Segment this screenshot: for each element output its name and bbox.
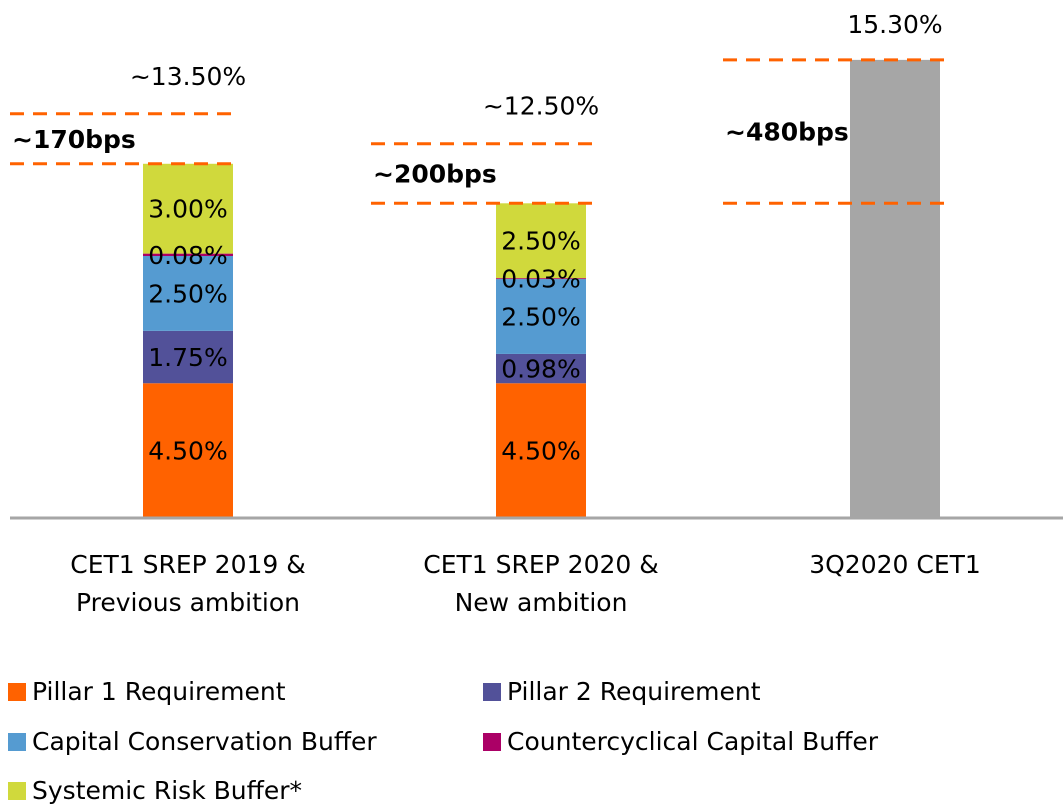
target-label: ~13.50% xyxy=(130,62,246,91)
legend-swatch xyxy=(8,782,26,800)
value-label: 2.50% xyxy=(501,227,580,256)
bar-segment xyxy=(496,279,586,354)
target-label: ~12.50% xyxy=(483,92,599,121)
legend-label: Pillar 1 Requirement xyxy=(32,677,286,706)
legend-swatch xyxy=(8,733,26,751)
bar-segment xyxy=(143,330,233,384)
legend-label: Systemic Risk Buffer* xyxy=(32,776,302,805)
x-tick-label: Previous ambition xyxy=(76,588,300,617)
legend-label: Countercyclical Capital Buffer xyxy=(507,727,879,756)
gap-label: ~480bps xyxy=(725,118,849,147)
value-label: 0.03% xyxy=(501,265,580,294)
x-tick-label: 3Q2020 CET1 xyxy=(809,550,981,579)
bar-segment xyxy=(143,253,233,257)
bar-segment xyxy=(496,278,586,280)
value-label: 0.98% xyxy=(501,355,580,384)
bar-segment xyxy=(143,383,233,518)
x-tick-label: New ambition xyxy=(455,588,628,617)
legend-swatch xyxy=(483,683,501,701)
value-label: 1.75% xyxy=(148,343,227,372)
value-label: 2.50% xyxy=(501,302,580,331)
bar-segment xyxy=(143,256,233,331)
bar-segment xyxy=(496,353,586,384)
bar-segment xyxy=(496,203,586,279)
legend-label: Pillar 2 Requirement xyxy=(507,677,761,706)
bar-segment xyxy=(143,163,233,254)
value-label: 4.50% xyxy=(148,437,227,466)
bar xyxy=(850,59,940,518)
value-label: 3.00% xyxy=(148,195,227,224)
value-label: 15.30% xyxy=(847,10,942,39)
bar-segment xyxy=(496,383,586,518)
legend-label: Capital Conservation Buffer xyxy=(32,727,377,756)
x-tick-label: CET1 SREP 2019 & xyxy=(70,550,306,579)
value-label: 4.50% xyxy=(501,437,580,466)
value-label: 2.50% xyxy=(148,279,227,308)
gap-label: ~170bps xyxy=(12,125,136,154)
value-label: 0.08% xyxy=(148,241,227,270)
gap-label: ~200bps xyxy=(373,160,497,189)
legend-swatch xyxy=(8,683,26,701)
legend-swatch xyxy=(483,733,501,751)
x-tick-label: CET1 SREP 2020 & xyxy=(423,550,659,579)
